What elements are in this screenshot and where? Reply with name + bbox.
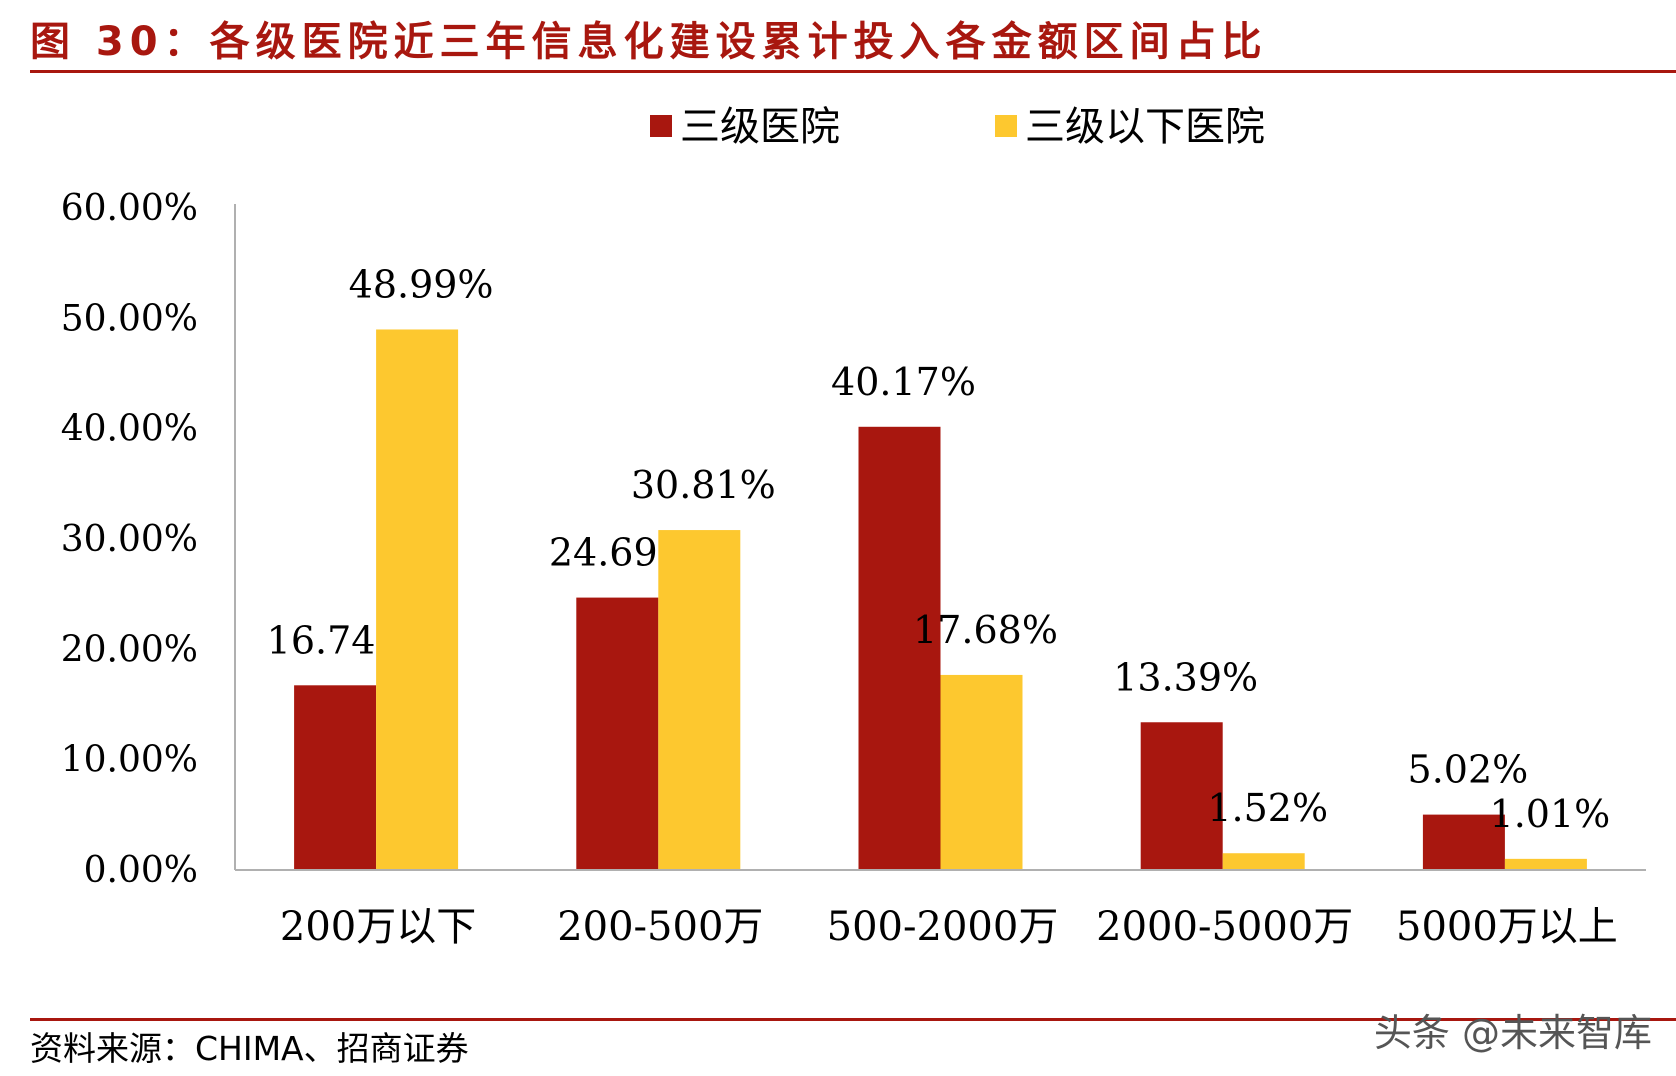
data-label-s1-4: 13.39% [1113, 655, 1258, 699]
data-label-s2-3: 17.68% [913, 608, 1058, 652]
y-tick-label: 20.00% [61, 629, 198, 670]
bars: 16.74%48.99%24.69%30.81%40.17%17.68%13.3… [267, 262, 1611, 870]
y-tick-label: 50.00% [61, 298, 198, 339]
bar-s2-5 [1504, 858, 1587, 870]
bar-s2-2 [658, 530, 741, 870]
watermark-text: 头条 @未来智库 [1373, 1011, 1652, 1055]
y-tick-label: 40.00% [61, 409, 198, 450]
bar-s2-3 [940, 674, 1023, 870]
data-label-s1-3: 40.17% [831, 360, 976, 404]
bar-s1-2 [576, 597, 659, 870]
legend-label-2: 三级以下医院 [1025, 104, 1265, 150]
x-tick-label-1: 200万以下 [280, 904, 476, 950]
x-tick-label-5: 5000万以上 [1396, 904, 1618, 950]
data-label-s1-5: 5.02% [1408, 748, 1529, 792]
figure-title: 图 30：各级医院近三年信息化建设累计投入各金额区间占比 [30, 19, 1268, 65]
y-axis: 0.00% 10.00% 20.00% 30.00% 40.00% 50.00% 60.00… [61, 188, 236, 891]
x-tick-label-3: 500-2000万 [827, 904, 1059, 950]
x-tick-label-2: 200-500万 [557, 904, 763, 950]
bar-s1-5 [1422, 814, 1505, 870]
y-tick-label: 60.00% [61, 188, 198, 229]
footer-rule [30, 1018, 1676, 1021]
data-label-s2-5: 1.01% [1490, 792, 1611, 836]
bar-s2-4 [1222, 853, 1305, 870]
title-rule [30, 70, 1676, 73]
source-note: 资料来源：CHIMA、招商证券 [30, 1029, 469, 1068]
bar-s2-1 [376, 329, 459, 870]
legend-label-1: 三级医院 [680, 104, 840, 150]
bar-s1-1 [294, 685, 377, 870]
bar-chart: 三级医院 三级以下医院 0.00% 10.00% 20.00% 30.00% 40.00%… [61, 104, 1646, 950]
y-tick-label: 30.00% [61, 519, 198, 560]
data-label-s2-2: 30.81% [631, 463, 776, 507]
y-tick-label: 10.00% [61, 740, 198, 781]
bar-s1-4 [1140, 722, 1223, 870]
y-tick-label: 0.00% [84, 850, 198, 891]
legend-swatch-1 [650, 115, 672, 137]
data-label-s2-4: 1.52% [1207, 786, 1328, 830]
x-tick-label-4: 2000-5000万 [1096, 904, 1353, 950]
x-axis: 200万以下 200-500万 500-2000万 2000-5000万 5000万以上 [235, 869, 1646, 950]
legend: 三级医院 三级以下医院 [650, 104, 1265, 150]
bar-s1-3 [858, 426, 941, 870]
data-label-s2-1: 48.99% [349, 262, 494, 306]
legend-swatch-2 [995, 115, 1017, 137]
